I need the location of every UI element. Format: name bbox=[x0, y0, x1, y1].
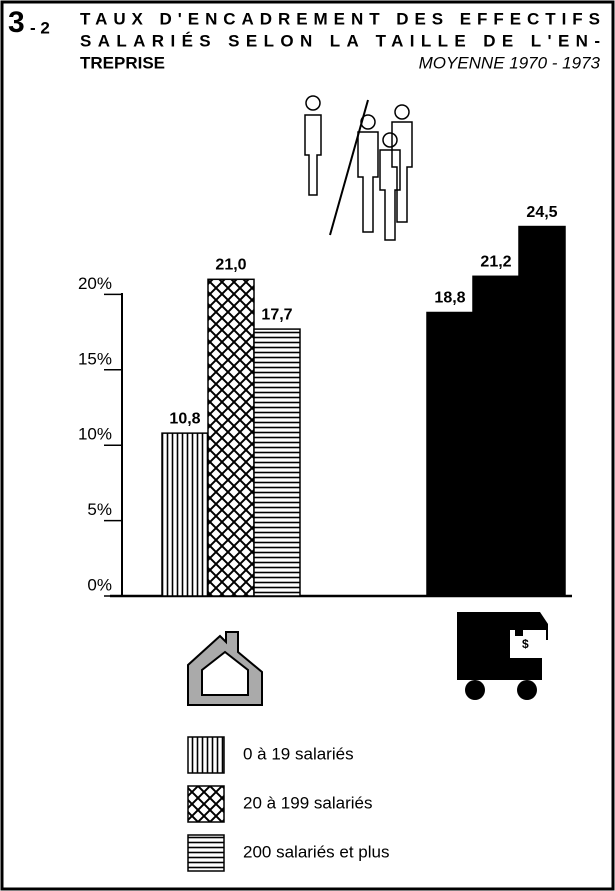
value-label: 17,7 bbox=[261, 306, 292, 323]
chart-title: SALARIÉS SELON LA TAILLE DE L'EN- bbox=[80, 31, 600, 50]
chart-title: TREPRISE bbox=[80, 53, 165, 72]
legend-swatch bbox=[187, 785, 225, 823]
legend-label: 20 à 199 salariés bbox=[243, 793, 372, 812]
value-label: 24,5 bbox=[526, 204, 557, 221]
legend-swatch bbox=[187, 834, 225, 872]
y-tick-label: 5% bbox=[87, 500, 112, 519]
value-label: 10,8 bbox=[169, 410, 200, 427]
y-tick-label: 0% bbox=[87, 575, 112, 594]
bar bbox=[472, 275, 520, 597]
legend-swatch bbox=[187, 736, 225, 774]
figure-sub: - 2 bbox=[30, 18, 50, 37]
chart-title: TAUX D'ENCADREMENT DES EFFECTIFS bbox=[80, 9, 600, 28]
bar bbox=[426, 311, 474, 597]
legend-label: 0 à 19 salariés bbox=[243, 744, 354, 763]
value-label: 21,2 bbox=[480, 254, 511, 271]
truck-icon: $ bbox=[457, 612, 548, 700]
people-icon bbox=[304, 95, 413, 241]
figure-number: 3 bbox=[8, 6, 25, 39]
value-label: 18,8 bbox=[434, 290, 465, 307]
house-icon bbox=[187, 631, 263, 706]
y-tick-label: 20% bbox=[78, 274, 112, 293]
bar bbox=[253, 328, 301, 597]
legend-label: 200 salariés et plus bbox=[243, 842, 389, 861]
svg-text:$: $ bbox=[522, 637, 529, 651]
bar bbox=[518, 225, 566, 597]
y-tick-label: 10% bbox=[78, 425, 112, 444]
value-label: 21,0 bbox=[215, 257, 246, 274]
y-tick-label: 15% bbox=[78, 349, 112, 368]
subtitle: MOYENNE 1970 - 1973 bbox=[419, 53, 601, 72]
bar bbox=[207, 278, 255, 597]
bar bbox=[161, 432, 209, 597]
